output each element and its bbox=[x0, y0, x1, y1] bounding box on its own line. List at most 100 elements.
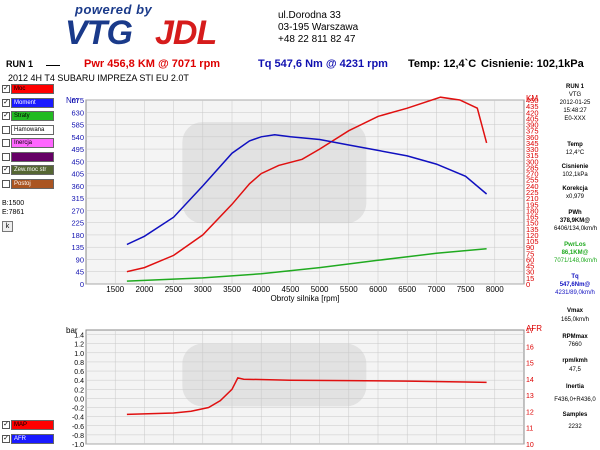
y-left-tick-label: 225 bbox=[71, 219, 84, 228]
panel-run: RUN 1 bbox=[565, 84, 584, 90]
brand-vtg: VTG bbox=[65, 14, 133, 52]
x-tick-label: 5000 bbox=[311, 285, 329, 294]
y-right-tick-label: 225 bbox=[526, 188, 539, 197]
panel-rpmkmh-value: 47,5 bbox=[569, 367, 581, 373]
y-left-tick-label: 0.2 bbox=[74, 387, 84, 394]
legend-checkbox[interactable]: ✓ bbox=[2, 112, 10, 120]
y-right-tick-label: 14 bbox=[526, 377, 534, 384]
brand-tagline: powered by bbox=[75, 2, 153, 17]
torque-summary: Tq 547,6 Nm @ 4231 rpm bbox=[258, 58, 388, 70]
legend-checkbox[interactable]: ✓ bbox=[2, 421, 10, 429]
legend-checkbox[interactable] bbox=[2, 179, 10, 188]
y-right-tick-label: 375 bbox=[526, 127, 539, 136]
legend-checkbox[interactable] bbox=[2, 125, 10, 134]
panel-pwh-label: PWh bbox=[568, 210, 582, 216]
y-right-tick-label: 420 bbox=[526, 108, 539, 117]
panel-temp-label: Temp bbox=[567, 142, 583, 148]
legend-checkbox[interactable]: ✓ bbox=[2, 85, 10, 93]
address-line: ul.Dorodna 33 bbox=[278, 10, 341, 21]
y-left-tick-label: 495 bbox=[71, 145, 84, 154]
series-line-map bbox=[126, 377, 487, 416]
panel-tq-label: Tq bbox=[571, 274, 579, 280]
legend-item-moc[interactable]: ✓ Moc bbox=[2, 84, 62, 95]
y-right-tick-label: 30 bbox=[526, 268, 534, 277]
brand-jdl: JDL bbox=[155, 14, 217, 52]
x-tick-label: 7000 bbox=[428, 285, 446, 294]
y-right-tick-label: 210 bbox=[526, 194, 539, 203]
legend-checkbox[interactable]: ✓ bbox=[2, 166, 10, 174]
x-tick-label: 7500 bbox=[457, 285, 475, 294]
legend-item-series[interactable] bbox=[2, 151, 62, 163]
y-left-tick-label: 270 bbox=[71, 206, 84, 215]
y-left-tick-label: 135 bbox=[71, 243, 84, 252]
x-tick-label: 1500 bbox=[106, 285, 124, 294]
legend-checkbox[interactable]: ✓ bbox=[2, 435, 10, 443]
legend-checkbox[interactable]: ✓ bbox=[2, 98, 10, 107]
y-right-tick-label: 11 bbox=[526, 426, 533, 433]
y-right-tick-label: 195 bbox=[526, 200, 539, 209]
panel-code: E0-XXX bbox=[564, 116, 586, 122]
y-left-tick-label: 315 bbox=[71, 194, 84, 203]
address-line: 03-195 Warszawa bbox=[278, 22, 359, 33]
y-left-tick-label: 450 bbox=[71, 157, 84, 166]
y-right-tick-label: 450 bbox=[526, 96, 539, 105]
y-right-tick-label: 105 bbox=[526, 237, 539, 246]
k-button[interactable]: k bbox=[2, 221, 13, 232]
legend-item-moment[interactable]: ✓ Moment bbox=[2, 97, 62, 109]
y-right-tick-label: 255 bbox=[526, 176, 539, 185]
y-left-axis-title: Nm bbox=[66, 96, 79, 105]
y-right-tick-label: 13 bbox=[526, 393, 534, 400]
y-left-axis-title: bar bbox=[66, 326, 78, 335]
panel-vmax-value: 165,0km/h bbox=[560, 317, 590, 323]
y-right-tick-label: 435 bbox=[526, 102, 539, 111]
legend-swatch: Postoj bbox=[11, 178, 54, 189]
legend-item-zew-moc-str[interactable]: ✓ Zew.moc str bbox=[2, 165, 62, 176]
watermark bbox=[182, 343, 367, 407]
y-right-tick-label: 12 bbox=[526, 409, 534, 416]
legend-checkbox[interactable] bbox=[2, 139, 10, 147]
panel-press-value: 102,1kPa bbox=[562, 172, 588, 178]
b-value: B:1500 bbox=[2, 200, 25, 207]
legend-swatch: AFR bbox=[11, 434, 54, 444]
panel-inertia-value: F436,0+R436,0 bbox=[554, 397, 596, 403]
y-right-tick-label: 270 bbox=[526, 170, 539, 179]
panel-pwh-value: 378,9KM@ bbox=[559, 218, 591, 224]
legend-item-hamowana[interactable]: Hamowana bbox=[2, 124, 62, 136]
panel-pwrlos-label: PwrLos bbox=[564, 242, 586, 248]
car-name: 2012 4H T4 SUBARU IMPREZA STI EU 2.0T bbox=[8, 73, 189, 83]
x-tick-label: 2000 bbox=[136, 285, 154, 294]
legend-item-straty[interactable]: ✓ Straty bbox=[2, 111, 62, 122]
power-torque-chart: 1500 2000 2500 3000 3500 4000 4500 5000 5500 6000… bbox=[66, 94, 539, 303]
y-left-tick-label: 360 bbox=[71, 182, 84, 191]
y-left-tick-label: 45 bbox=[76, 268, 84, 277]
panel-pwrlos-value2: 7071/148,0km/h bbox=[554, 258, 598, 264]
y-left-tick-label: 1.4 bbox=[74, 333, 84, 340]
y-right-axis-title: AFR bbox=[526, 324, 542, 333]
legend-item-inercja[interactable]: Inercja bbox=[2, 138, 62, 149]
e-value: E:7861 bbox=[2, 209, 25, 216]
panel-tq-value2: 4231/89,0km/h bbox=[555, 290, 595, 296]
y-right-tick-label: 60 bbox=[526, 255, 534, 264]
y-left-tick-label: 0.8 bbox=[74, 360, 84, 367]
y-right-tick-label: 165 bbox=[526, 213, 539, 222]
legend-item-map[interactable]: ✓ MAP bbox=[2, 420, 62, 431]
run-label: RUN 1 bbox=[6, 59, 34, 69]
y-left-tick-label: 0 bbox=[80, 280, 84, 289]
x-tick-label: 5500 bbox=[340, 285, 358, 294]
panel-korek-label: Korekcja bbox=[562, 186, 588, 192]
y-left-tick-label: 1.2 bbox=[74, 342, 84, 349]
panel-rpmkmh-label: rpm/kmh bbox=[562, 358, 588, 364]
legend-swatch bbox=[11, 151, 54, 162]
legend-item-postoj[interactable]: Postoj bbox=[2, 178, 62, 190]
panel-rpmmax-value: 7660 bbox=[568, 342, 582, 348]
legend-checkbox[interactable] bbox=[2, 152, 10, 161]
x-tick-label: 8000 bbox=[486, 285, 504, 294]
panel-korek-value: x0,979 bbox=[565, 194, 584, 200]
y-left-tick-label: 585 bbox=[71, 121, 84, 130]
y-right-tick-label: 17 bbox=[526, 328, 534, 335]
y-right-tick-label: 75 bbox=[526, 249, 534, 258]
legend-item-afr[interactable]: ✓ AFR bbox=[2, 434, 62, 445]
y-right-tick-label: 315 bbox=[526, 151, 539, 160]
y-left-tick-label: 0.0 bbox=[74, 396, 84, 403]
y-left-tick-label: 180 bbox=[71, 231, 84, 240]
